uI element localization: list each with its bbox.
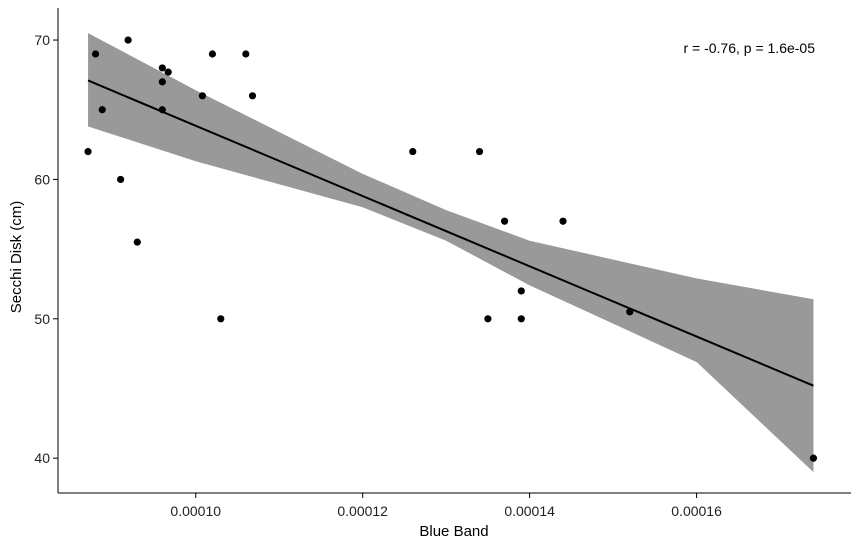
data-point xyxy=(475,147,484,156)
y-tick-label: 70 xyxy=(34,32,50,48)
data-point xyxy=(500,217,509,225)
data-point xyxy=(84,147,92,156)
data-point xyxy=(409,147,417,156)
data-point xyxy=(91,50,100,58)
data-point xyxy=(484,315,492,323)
y-axis-title: Secchi Disk (cm) xyxy=(8,201,25,314)
data-points xyxy=(84,36,818,462)
y-tick-label: 40 xyxy=(34,450,50,466)
correlation-annotation: r = -0.76, p = 1.6e-05 xyxy=(683,40,815,56)
data-point xyxy=(133,238,141,246)
data-point xyxy=(158,64,166,72)
regression-line xyxy=(87,79,814,387)
data-point xyxy=(626,308,634,316)
data-point xyxy=(809,454,818,462)
x-tick-label: 0.00012 xyxy=(337,503,388,519)
data-point xyxy=(517,287,525,295)
x-tick-label: 0.00016 xyxy=(671,503,722,519)
x-tick-label: 0.00010 xyxy=(170,503,221,519)
data-point xyxy=(158,106,166,114)
data-point xyxy=(242,50,250,58)
data-point xyxy=(208,50,217,58)
data-point xyxy=(559,217,567,225)
confidence-band xyxy=(88,33,814,473)
y-axis-ticks: 40 50 60 70 xyxy=(34,32,58,466)
data-point xyxy=(198,92,207,100)
data-point xyxy=(124,36,132,44)
x-axis-ticks: 0.00010 0.00012 0.00014 0.00016 xyxy=(170,493,722,519)
y-tick-label: 50 xyxy=(34,311,50,327)
data-point xyxy=(117,175,125,184)
data-point xyxy=(248,92,257,100)
data-point xyxy=(158,78,166,86)
x-tick-label: 0.00014 xyxy=(504,503,555,519)
x-axis-title: Blue Band xyxy=(419,523,488,540)
y-tick-label: 60 xyxy=(34,171,50,187)
data-point xyxy=(98,106,106,114)
plot-area xyxy=(84,33,818,473)
data-point xyxy=(217,315,225,323)
data-point xyxy=(164,68,172,76)
data-point xyxy=(517,315,525,323)
